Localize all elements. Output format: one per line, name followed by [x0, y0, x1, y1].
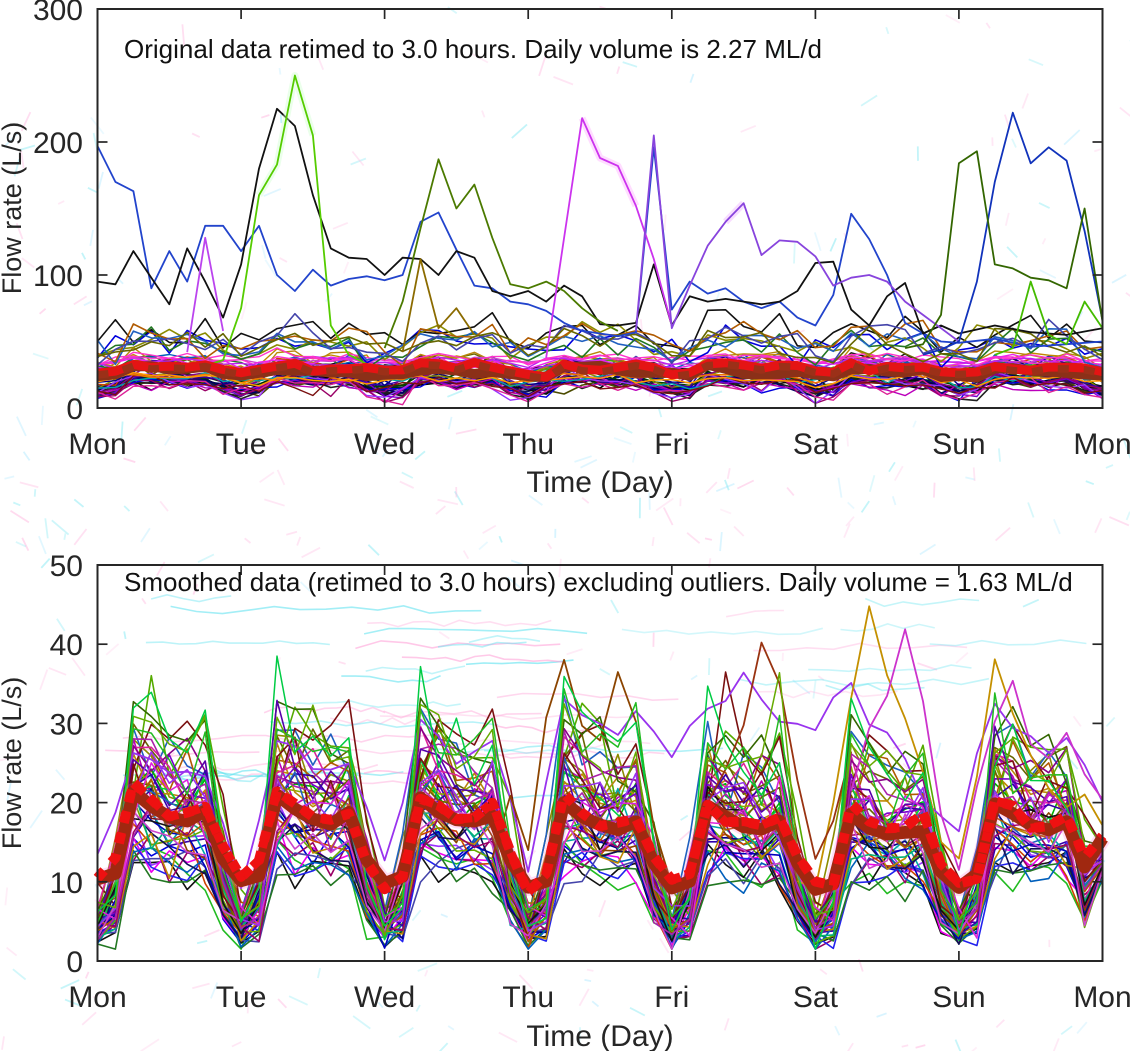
svg-text:Tue: Tue	[216, 428, 267, 461]
svg-text:Wed: Wed	[354, 428, 415, 461]
svg-text:200: 200	[33, 127, 83, 160]
svg-text:30: 30	[50, 708, 83, 741]
svg-text:Thu: Thu	[502, 981, 554, 1014]
svg-text:10: 10	[50, 867, 83, 900]
svg-text:Tue: Tue	[216, 981, 267, 1014]
svg-text:40: 40	[50, 629, 83, 662]
svg-text:Mon: Mon	[1073, 428, 1130, 461]
svg-text:0: 0	[66, 946, 83, 979]
svg-text:100: 100	[33, 260, 83, 293]
svg-text:Sun: Sun	[932, 981, 985, 1014]
svg-text:50: 50	[50, 550, 83, 583]
svg-text:Thu: Thu	[502, 428, 554, 461]
svg-text:20: 20	[50, 788, 83, 821]
svg-text:Original data retimed to 3.0 h: Original data retimed to 3.0 hours. Dail…	[124, 34, 822, 64]
svg-text:Sun: Sun	[932, 428, 985, 461]
svg-text:Sat: Sat	[793, 428, 839, 461]
svg-text:Wed: Wed	[354, 981, 415, 1014]
svg-text:Mon: Mon	[1073, 981, 1130, 1014]
svg-text:0: 0	[66, 393, 83, 426]
svg-text:Smoothed data (retimed to 3.0: Smoothed data (retimed to 3.0 hours) exc…	[124, 567, 1073, 597]
svg-text:Mon: Mon	[68, 428, 126, 461]
svg-text:Flow rate (L/s): Flow rate (L/s)	[0, 122, 27, 295]
svg-text:Time (Day): Time (Day)	[526, 466, 673, 499]
svg-text:300: 300	[33, 0, 83, 27]
svg-text:Mon: Mon	[68, 981, 126, 1014]
svg-text:Fri: Fri	[654, 981, 689, 1014]
svg-text:Sat: Sat	[793, 981, 839, 1014]
svg-text:Fri: Fri	[654, 428, 689, 461]
svg-text:Time (Day): Time (Day)	[526, 1020, 673, 1051]
svg-text:Flow rate (L/s): Flow rate (L/s)	[0, 677, 27, 850]
